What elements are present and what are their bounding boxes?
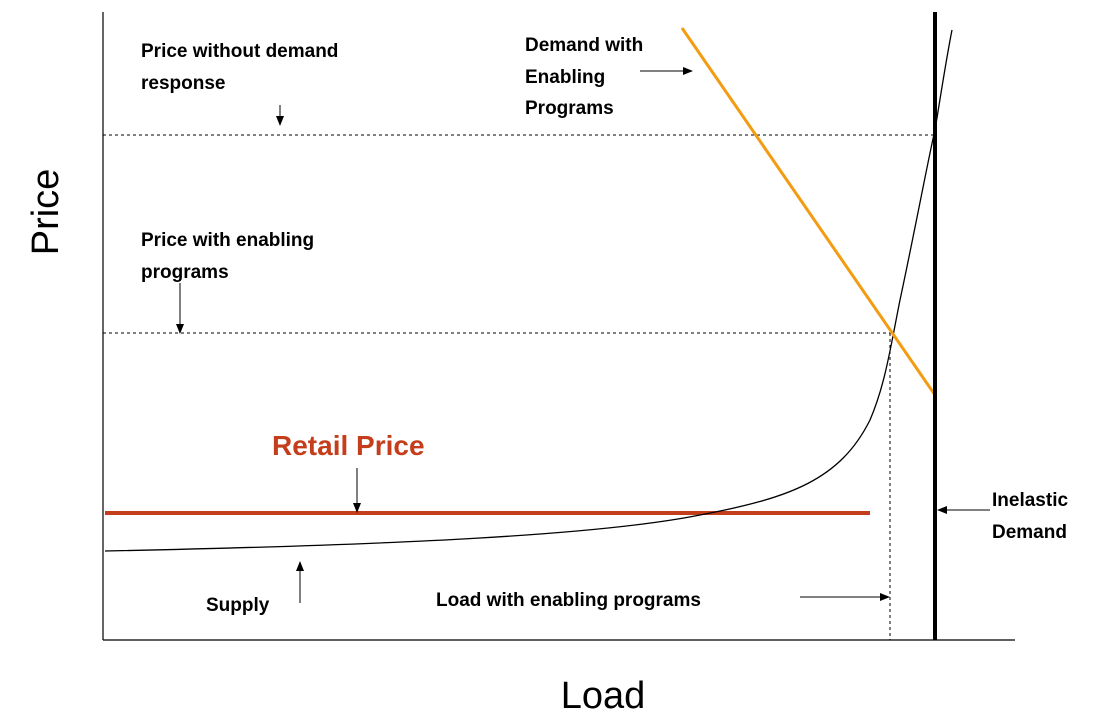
annotation: Demand	[992, 522, 1067, 543]
x-axis-label: Load	[561, 675, 646, 715]
y-axis-label: Price	[25, 169, 67, 256]
demand-enabling-line	[680, 27, 937, 396]
retail-price-label: Retail Price	[272, 430, 425, 461]
annotation: Programs	[525, 98, 614, 119]
annotation: Load with enabling programs	[436, 590, 701, 611]
annotation: Enabling	[525, 67, 605, 88]
annotation: Price with enabling	[141, 230, 314, 251]
annotation: Inelastic	[992, 490, 1068, 511]
annotation: programs	[141, 262, 229, 283]
annotation: Demand with	[525, 35, 643, 56]
annotation: Supply	[206, 595, 270, 616]
annotation: response	[141, 73, 225, 94]
annotation: Price without demand	[141, 41, 338, 62]
